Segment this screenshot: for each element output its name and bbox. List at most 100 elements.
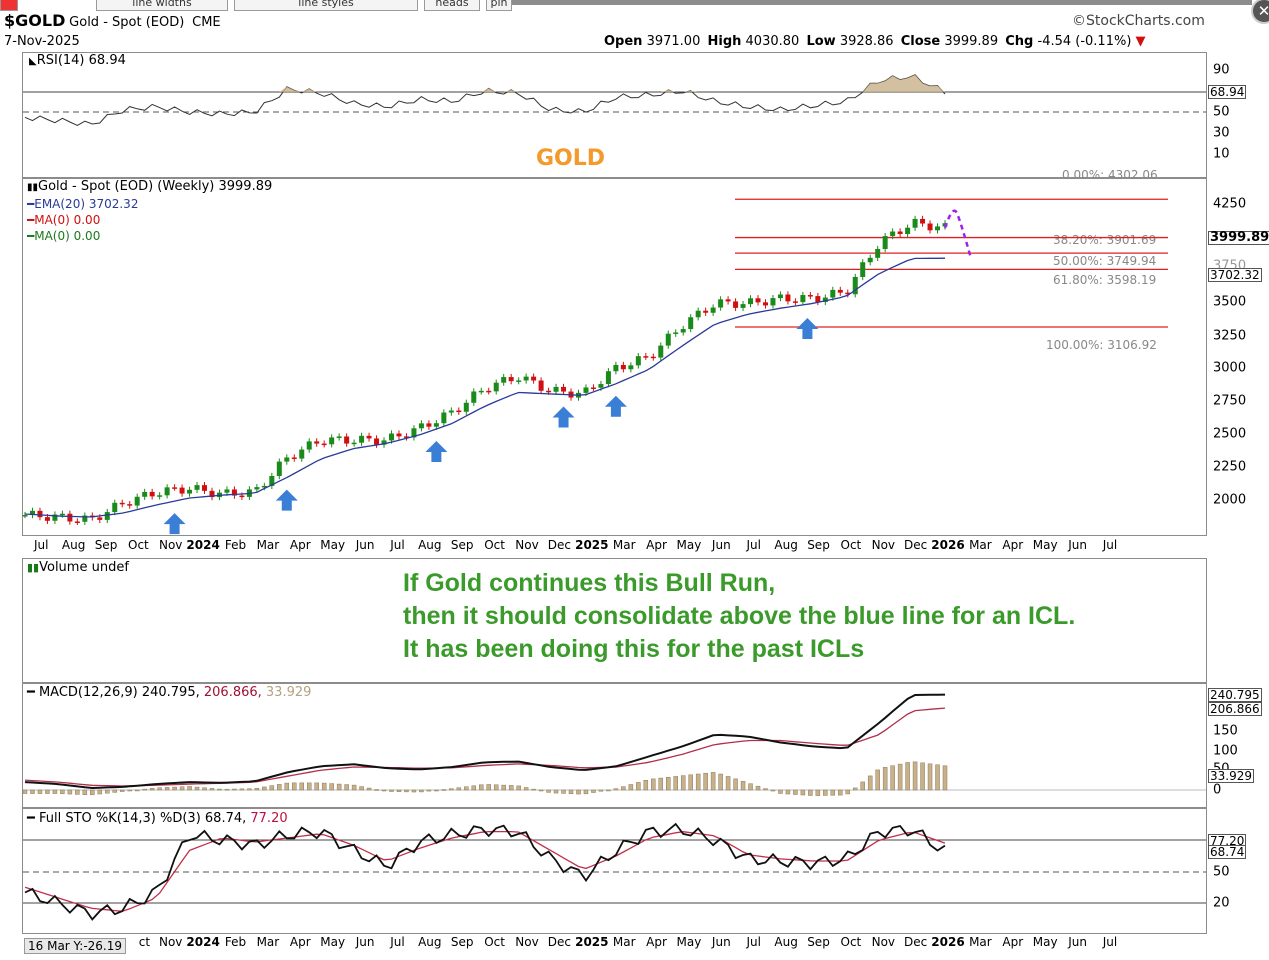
candle-body — [344, 436, 350, 444]
macd-histogram-bar — [187, 786, 192, 791]
macd-histogram-bar — [770, 789, 776, 792]
candle-body — [149, 491, 155, 497]
macd-hist-value: 33.929 — [265, 685, 312, 700]
candle-body — [329, 437, 335, 445]
x-axis-label: Mar — [969, 935, 992, 949]
brand-logo: ©StockCharts.com — [1072, 13, 1205, 29]
heads-button[interactable]: heads — [424, 0, 480, 11]
x-axis-label: Nov — [158, 538, 183, 552]
price-tick: 3250 — [1213, 328, 1247, 344]
macd-label-prefix: MACD(12,26,9) — [38, 685, 138, 700]
fib-label: 0.00%: 4302.06 — [1062, 168, 1158, 182]
icl-arrow-icon — [425, 440, 448, 462]
candle-body — [463, 402, 469, 412]
candle-body — [284, 457, 290, 462]
rsi-line — [24, 74, 946, 126]
candle-body — [67, 513, 73, 522]
candle-body — [740, 304, 746, 308]
x-axis-label: Dec — [547, 935, 572, 949]
macd-histogram-bar — [673, 776, 678, 791]
macd-histogram-bar — [845, 789, 851, 795]
ma2-swatch-icon: ━ — [27, 229, 35, 243]
macd-histogram-bar — [67, 789, 73, 795]
candle-body — [523, 376, 529, 381]
macd-histogram-bar — [105, 789, 110, 794]
macd-swatch-icon: ━ — [27, 685, 35, 700]
macd-histogram-bar — [501, 784, 506, 791]
macd-histogram-bar — [680, 775, 686, 791]
toolbar-color-swatch[interactable] — [0, 0, 18, 11]
candle-body — [74, 521, 80, 523]
candle-body — [441, 412, 447, 424]
macd-histogram-bar — [172, 786, 177, 791]
macd-histogram-bar — [344, 784, 349, 791]
candle-body — [59, 513, 65, 516]
candle-body — [209, 490, 215, 498]
candle-body — [628, 365, 634, 370]
macd-histogram-bar — [119, 789, 125, 792]
symbol: $GOLD — [4, 11, 66, 30]
macd-histogram-bar — [112, 789, 118, 793]
x-axis-label: Mar — [969, 538, 992, 552]
sto-label: ━ Full STO %K(14,3) %D(3) 68.74, 77.20 — [27, 811, 288, 826]
pin-button[interactable]: pin — [486, 0, 512, 11]
macd-histogram-bar — [755, 785, 761, 791]
x-axis-label: Mar — [256, 935, 280, 949]
x-axis-label: May — [1032, 538, 1058, 552]
candle-body — [762, 302, 768, 306]
x-axis-label: May — [320, 538, 346, 552]
candle-body — [194, 485, 200, 490]
rsi-tick: 90 — [1213, 62, 1230, 78]
candle-body — [800, 295, 806, 303]
forecast-path — [943, 209, 973, 259]
candle-body — [516, 380, 522, 382]
candle-body — [807, 295, 813, 297]
x-axis-label: Oct — [484, 935, 505, 949]
x-axis-label: Nov — [515, 935, 539, 949]
candle-body — [553, 386, 559, 392]
sto-k-tag: 68.74 — [1208, 845, 1247, 859]
volume-panel — [22, 558, 1207, 683]
line-styles-button[interactable]: line styles — [234, 0, 418, 11]
macd-histogram-bar — [651, 778, 656, 791]
macd-histogram-bar — [823, 789, 828, 796]
macd-histogram-bar — [740, 781, 746, 791]
candle-body — [336, 436, 342, 438]
fib-label: 100.00%: 3106.92 — [1046, 338, 1157, 352]
macd-histogram-bar — [239, 788, 245, 791]
candle-body — [845, 292, 851, 295]
macd-histogram-bar — [164, 787, 170, 791]
candle-body — [710, 307, 716, 313]
chg-value: -4.54 (-0.11%) — [1037, 34, 1132, 49]
candle-body — [134, 496, 140, 506]
macd-histogram-bar — [613, 788, 619, 791]
macd-histogram-bar — [30, 789, 35, 794]
x-axis-label: 2025 — [575, 935, 609, 949]
legend-ema-text: EMA(20) 3702.32 — [34, 197, 139, 211]
x-axis-label: Jun — [711, 935, 731, 949]
macd-histogram-bar — [247, 788, 252, 791]
macd-histogram-bar — [905, 762, 910, 791]
candle-body — [82, 515, 88, 522]
macd-histogram-bar — [658, 777, 664, 791]
candle-body — [396, 433, 402, 437]
candle-body — [867, 257, 873, 263]
candle-body — [538, 380, 544, 391]
candle-body — [172, 487, 178, 489]
legend-ma1: ━MA(0) 0.00 — [27, 212, 272, 228]
macd-histogram-bar — [411, 789, 417, 793]
close-icon[interactable]: ✕ — [1251, 0, 1269, 24]
macd-histogram-bar — [479, 784, 484, 791]
high-value: 4030.80 — [745, 34, 800, 49]
x-axis-label: Mar — [612, 935, 636, 949]
candle-body — [897, 231, 903, 235]
macd-histogram-bar — [733, 778, 738, 791]
candle-body — [748, 298, 754, 305]
candle-body — [493, 382, 499, 392]
candle-body — [448, 410, 454, 413]
macd-histogram-bar — [464, 786, 469, 791]
line-widths-button[interactable]: line widths — [96, 0, 228, 11]
candle-body — [112, 502, 118, 513]
macd-histogram-bar — [374, 789, 379, 791]
candle-body — [792, 301, 798, 303]
